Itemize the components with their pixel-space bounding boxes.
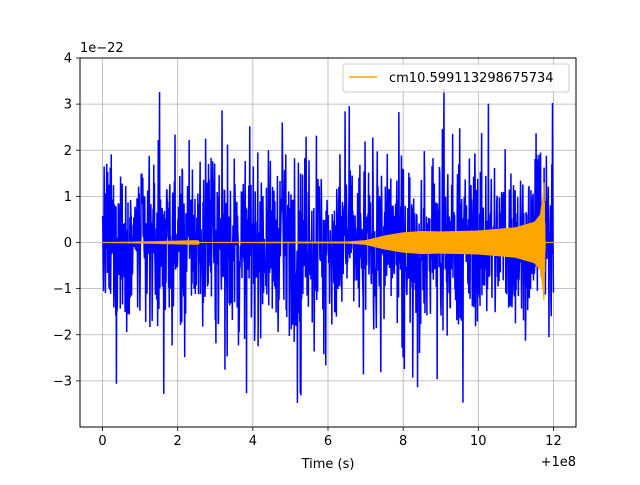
y-tick-label: 1	[64, 190, 72, 205]
plot-area	[101, 88, 555, 403]
legend: cm10.599113298675734	[342, 63, 570, 93]
x-tick-label: 0	[98, 434, 106, 449]
noisy-strain-series	[101, 88, 555, 403]
y-tick-label: −3	[53, 374, 72, 389]
waveform-series	[102, 182, 554, 301]
x-axis-label: Time (s)	[301, 457, 355, 472]
x-tick-label: 4	[249, 434, 257, 449]
x-tick-label: 10	[470, 434, 487, 449]
y-scale-label: 1e−22	[80, 41, 124, 56]
y-tick-label: 4	[64, 52, 72, 67]
y-tick-label: −2	[53, 328, 72, 343]
x-offset-label: +1e8	[541, 455, 576, 470]
x-axis: 0 2 4 6 8 10 12	[98, 427, 562, 449]
x-tick-label: 6	[324, 434, 332, 449]
y-tick-label: 0	[64, 236, 72, 251]
y-tick-label: 2	[64, 144, 72, 159]
legend-box	[342, 63, 570, 93]
noisy-strain-line	[101, 88, 555, 403]
x-tick-label: 8	[399, 434, 407, 449]
x-tick-label: 12	[545, 434, 562, 449]
y-axis: −3 −2 −1 0 1 2 3 4	[53, 52, 80, 389]
y-tick-label: −1	[53, 282, 72, 297]
legend-label: cm10.599113298675734	[389, 71, 554, 86]
y-tick-label: 3	[64, 98, 72, 113]
waveform-line	[102, 182, 554, 301]
x-tick-label: 2	[174, 434, 182, 449]
